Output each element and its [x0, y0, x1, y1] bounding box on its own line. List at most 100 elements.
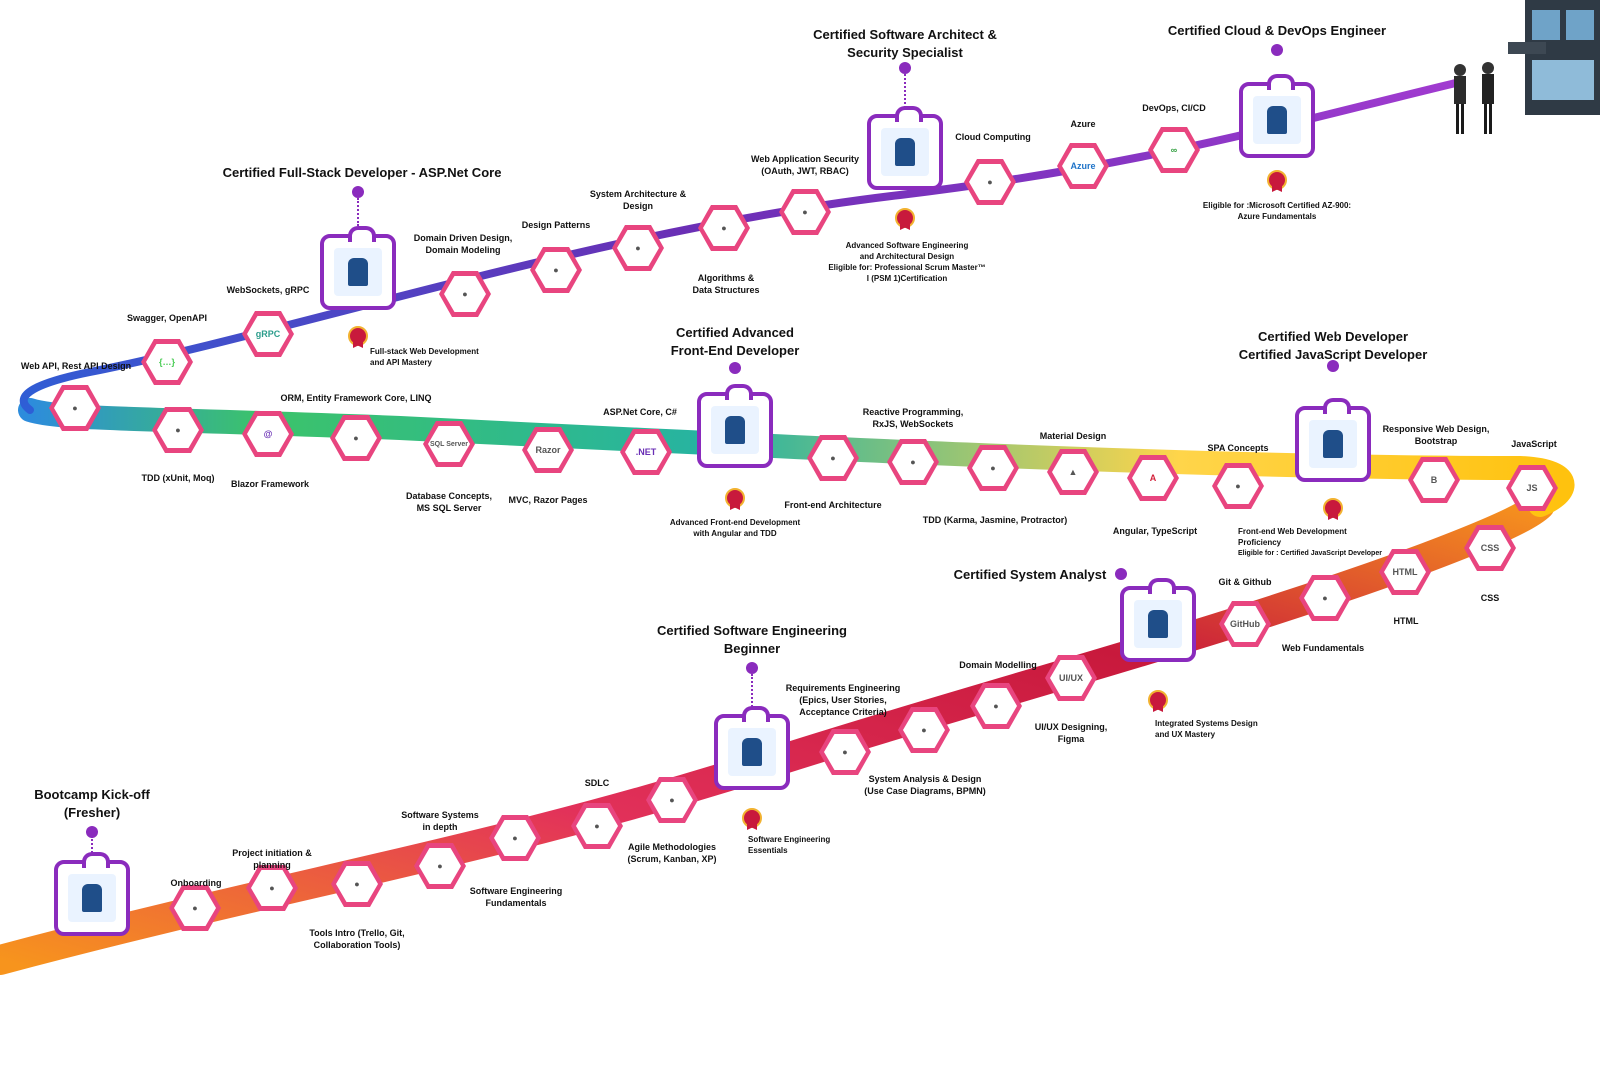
label-javascript: JavaScript — [1511, 439, 1557, 449]
label-web-fund: Web Fundamentals — [1281, 643, 1365, 653]
milestone-dot — [746, 662, 758, 674]
label-sys-analysis: System Analysis & Design (Use Case Diagr… — [864, 774, 986, 796]
certificate-medal-icon — [725, 488, 745, 508]
label-html: HTML — [1393, 616, 1419, 626]
topic-tools-intro-hex: ● — [331, 861, 383, 907]
label-webapi: Web API, Rest API Design — [20, 361, 132, 371]
label-tools-intro: Tools Intro (Trello, Git, Collaboration … — [309, 928, 405, 950]
algorithms-icon: ● — [703, 210, 745, 246]
sdlc-icon: ● — [576, 808, 618, 844]
label-git: Git & Github — [1218, 577, 1272, 587]
title-frontend: Certified Advanced Front-End Developer — [670, 325, 800, 358]
certificate-medal-icon — [1267, 170, 1287, 190]
road-segment-lower — [0, 490, 1555, 975]
topic-sys-analysis-hex: ● — [898, 707, 950, 753]
topic-tdd-karma-hex: ● — [967, 445, 1019, 491]
topic-cloud-computing-hex: ● — [964, 159, 1016, 205]
milestone-web-dev-badge — [1295, 398, 1371, 482]
label-algorithms: Algorithms & Data Structures — [692, 273, 760, 295]
milestone-dot — [1271, 44, 1283, 56]
system-design-icon: ● — [617, 230, 659, 266]
milestone-dot — [352, 186, 364, 198]
uiux-icon: UI/UX — [1050, 660, 1092, 696]
web-fundamentals-icon: ● — [1304, 580, 1346, 616]
label-reactive: Reactive Programming, RxJS, WebSockets — [862, 407, 964, 429]
milestone-se-beginner-badge — [714, 706, 790, 790]
analyst-illustration-icon — [1134, 600, 1182, 648]
topic-aspnet-hex: .NET — [620, 429, 672, 475]
certificate-medal-icon — [348, 326, 368, 346]
label-sys-depth: Software Systems in depth — [401, 810, 479, 832]
cloud-computing-icon: ● — [969, 164, 1011, 200]
fresher-illustration-icon — [68, 874, 116, 922]
testing-icon: ● — [972, 450, 1014, 486]
label-swagger: Swagger, OpenAPI — [126, 313, 208, 323]
razor-icon: Razor — [527, 432, 569, 468]
connector-line — [904, 74, 906, 108]
note-se-essentials: Software Engineering Essentials — [748, 835, 831, 855]
label-fe-arch: Front-end Architecture — [784, 500, 882, 510]
label-angular: Angular, TypeScript — [1112, 526, 1198, 536]
milestone-cloud-badge — [1239, 74, 1315, 158]
topic-project-init-hex: ● — [246, 865, 298, 911]
topic-sys-depth-hex: ● — [414, 843, 466, 889]
api-icon: ● — [54, 390, 96, 426]
label-domain-modelling: Domain Modelling — [959, 660, 1037, 670]
milestone-frontend-badge — [697, 384, 773, 468]
milestone-fullstack-badge — [320, 226, 396, 310]
tdd-cycle-icon: ● — [157, 412, 199, 448]
label-se-fund: Software Engineering Fundamentals — [469, 886, 563, 908]
milestone-architect-badge — [867, 106, 943, 190]
label-mvc: MVC, Razor Pages — [508, 495, 588, 505]
label-spa: SPA Concepts — [1207, 443, 1269, 453]
label-patterns: Design Patterns — [521, 220, 591, 230]
requirements-icon: ● — [824, 734, 866, 770]
label-cloud-computing: Cloud Computing — [955, 132, 1031, 142]
topic-sys-arch-hex: ● — [612, 225, 664, 271]
building-icon — [1508, 0, 1600, 115]
label-material: Material Design — [1039, 431, 1107, 441]
title-architect: Certified Software Architect & Security … — [813, 27, 997, 60]
topic-patterns-hex: ● — [530, 247, 582, 293]
frontend-illustration-icon — [711, 406, 759, 454]
fundamentals-icon: ● — [494, 820, 536, 856]
topic-fe-arch-hex: ● — [807, 435, 859, 481]
topic-se-fund-hex: ● — [489, 815, 541, 861]
note-frontend-eligible: Eligible for : Certified JavaScript Deve… — [1238, 550, 1382, 557]
certificate-medal-icon — [895, 208, 915, 228]
architect-illustration-icon — [881, 128, 929, 176]
topic-mvc-hex: Razor — [522, 427, 574, 473]
milestone-dot — [1115, 568, 1127, 580]
onboarding-icon: ● — [174, 890, 216, 926]
reactive-icon: ● — [892, 444, 934, 480]
label-onboarding: Onboarding — [170, 878, 222, 888]
label-agile: Agile Methodologies (Scrum, Kanban, XP) — [627, 842, 717, 864]
azure-icon: Azure — [1062, 148, 1104, 184]
label-websockets: WebSockets, gRPC — [226, 285, 310, 295]
label-ddd: Domain Driven Design, Domain Modeling — [413, 233, 513, 255]
tools-icon: ● — [336, 866, 378, 902]
connector-line — [357, 198, 359, 226]
label-aspnet: ASP.Net Core, C# — [603, 407, 677, 417]
milestone-kickoff-badge — [54, 852, 130, 936]
domain-design-icon: ● — [444, 276, 486, 312]
label-blazor: Blazor Framework — [230, 479, 310, 489]
html-icon: HTML — [1384, 554, 1426, 590]
angular-icon: A — [1132, 460, 1174, 496]
topic-domain-modelling-hex: ● — [970, 683, 1022, 729]
agile-icon: ● — [651, 782, 693, 818]
label-project-init: Project initiation & planning — [232, 848, 312, 870]
certificate-medal-icon — [1148, 690, 1168, 710]
security-icon: ● — [784, 194, 826, 230]
css-icon: CSS — [1469, 530, 1511, 566]
note-adv-se: Advanced Software Engineering and Archit… — [828, 241, 986, 283]
topic-agile-hex: ● — [646, 777, 698, 823]
handshake-icon — [1454, 62, 1494, 134]
patterns-icon: ● — [535, 252, 577, 288]
milestone-dot — [729, 362, 741, 374]
bootstrap-icon: B — [1413, 462, 1455, 498]
topic-req-eng-hex: ● — [819, 729, 871, 775]
title-web-dev: Certified Web Developer Certified JavaSc… — [1238, 329, 1428, 362]
connector-line — [91, 836, 93, 856]
label-azure: Azure — [1070, 119, 1096, 129]
